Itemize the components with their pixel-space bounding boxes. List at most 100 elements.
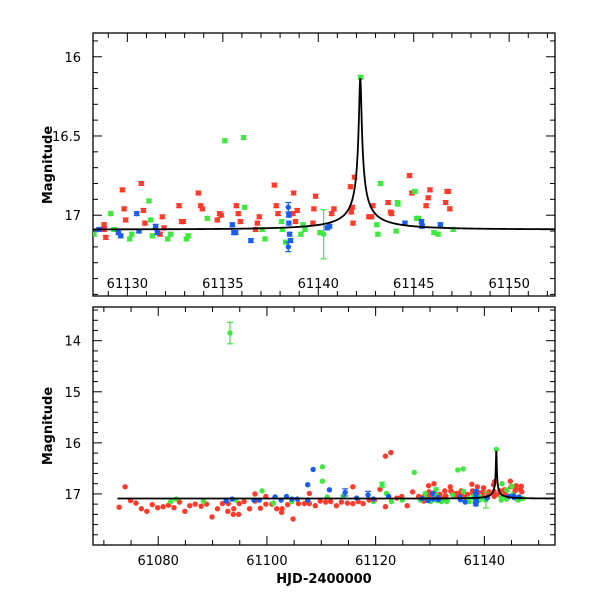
data-point-red: [154, 505, 161, 511]
data-point-green: [499, 481, 505, 487]
data-point-red: [404, 502, 410, 509]
data-point-green: [498, 497, 504, 503]
data-point-blue: [437, 222, 444, 228]
series-red: [101, 172, 453, 241]
data-point-red: [338, 499, 345, 505]
data-point-red: [328, 210, 335, 217]
data-point-red: [256, 214, 262, 220]
data-point-red: [219, 500, 226, 507]
data-point-blue: [342, 489, 348, 496]
data-point-green: [375, 231, 381, 237]
data-point-red: [310, 220, 316, 226]
data-point-green: [374, 222, 380, 228]
data-point-red: [331, 206, 337, 212]
model-curve: [93, 77, 555, 231]
data-point-red: [198, 503, 204, 509]
data-point-blue: [152, 223, 159, 229]
data-point-red: [423, 202, 429, 209]
data-point-red: [257, 505, 264, 511]
data-point-red: [101, 222, 107, 228]
data-point-blue: [462, 499, 468, 505]
data-point-green: [168, 231, 174, 237]
data-point-red: [327, 498, 334, 505]
data-point-red: [180, 218, 186, 225]
data-point-green: [241, 204, 248, 210]
y-tick-label: 15: [64, 386, 81, 401]
data-point-red: [388, 210, 395, 217]
data-point-green: [259, 488, 265, 494]
data-point-red: [385, 199, 391, 206]
data-point-red: [231, 506, 237, 512]
data-point-red: [199, 206, 206, 212]
data-point-blue: [365, 492, 371, 498]
data-point-red: [142, 220, 148, 226]
data-point-red: [347, 183, 354, 190]
data-point-red: [322, 499, 329, 505]
data-point-red: [409, 489, 416, 495]
data-point-green: [93, 231, 97, 237]
data-point-red: [447, 206, 453, 212]
data-point-red: [138, 506, 145, 512]
data-point-green: [126, 236, 133, 242]
data-point-red: [292, 218, 299, 225]
data-point-blue: [304, 482, 311, 488]
data-point-blue: [286, 231, 293, 237]
data-point-red: [195, 190, 202, 196]
data-point-red: [171, 505, 177, 511]
data-point-green: [411, 469, 417, 476]
data-point-red: [214, 217, 220, 223]
data-point-red: [214, 506, 221, 512]
y-tick-label: 17: [64, 488, 81, 503]
data-point-red: [290, 516, 296, 522]
data-point-red: [275, 210, 281, 217]
data-point-green: [108, 210, 114, 217]
model-curve: [117, 450, 555, 500]
data-point-green: [168, 498, 174, 505]
data-point-red: [225, 508, 231, 514]
data-point-green: [393, 228, 399, 234]
data-point-red: [235, 210, 241, 217]
data-point-red: [442, 199, 449, 206]
data-point-red: [192, 501, 198, 507]
data-point-red: [295, 500, 302, 507]
data-point-green: [377, 180, 384, 187]
series-green: [93, 74, 457, 260]
series-red: [116, 449, 525, 522]
data-point-red: [290, 190, 297, 196]
data-point-green: [450, 492, 456, 498]
data-point-green: [435, 231, 441, 237]
x-tick-label: 61080: [138, 554, 179, 569]
y-tick-label: 16: [64, 51, 81, 66]
data-point-green: [319, 464, 326, 470]
plot-frame: [92, 306, 556, 546]
data-point-red: [121, 206, 127, 212]
data-point-green: [302, 226, 308, 233]
data-point-red: [518, 483, 525, 489]
data-point-green: [379, 482, 385, 488]
data-point-red: [360, 500, 366, 507]
data-point-blue: [134, 210, 140, 217]
data-point-red: [519, 489, 525, 495]
data-point-blue: [117, 233, 124, 239]
data-point-green: [455, 467, 461, 473]
data-point-red: [263, 501, 269, 507]
data-point-red: [160, 503, 166, 510]
data-point-green: [200, 498, 207, 504]
data-point-red: [447, 484, 453, 490]
data-point-green: [388, 498, 395, 505]
data-point-red: [218, 212, 224, 218]
data-point-red: [149, 501, 155, 508]
data-point-green: [319, 478, 326, 484]
data-point-red: [507, 478, 514, 484]
data-point-green: [164, 236, 171, 242]
series-green: [168, 321, 526, 509]
data-point-red: [122, 217, 129, 223]
data-point-red: [427, 187, 433, 193]
y-tick-label: 16: [64, 437, 81, 452]
x-tick-label: 61130: [107, 277, 148, 292]
y-axis-title: Magnitude: [41, 387, 56, 466]
data-point-green: [185, 233, 191, 239]
x-tick-label: 61100: [246, 554, 287, 569]
data-point-red: [235, 511, 242, 518]
data-point-green: [129, 231, 135, 237]
